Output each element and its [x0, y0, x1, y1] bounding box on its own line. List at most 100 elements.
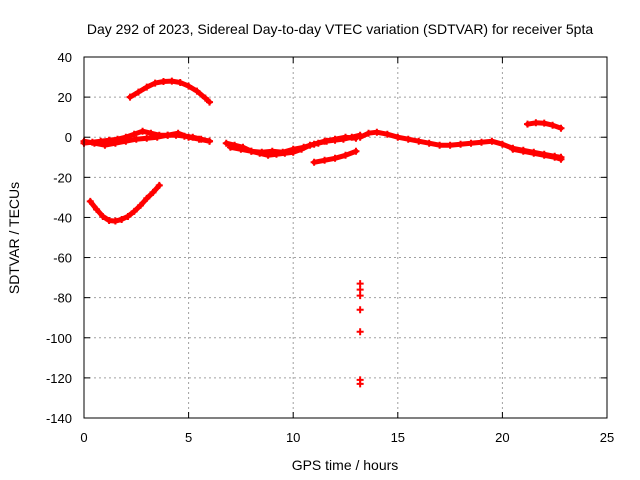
data-point	[519, 147, 527, 155]
y-tick-label: -60	[53, 251, 72, 266]
y-tick-label: -120	[46, 371, 72, 386]
data-point	[310, 158, 318, 166]
data-point	[509, 145, 517, 153]
data-point	[530, 149, 538, 157]
y-tick-label: -100	[46, 331, 72, 346]
chart-title: Day 292 of 2023, Sidereal Day-to-day VTE…	[87, 21, 594, 37]
data-point	[176, 78, 184, 86]
data-point	[279, 148, 287, 156]
data-point	[226, 143, 234, 151]
data-point	[532, 119, 540, 127]
y-tick-label: 40	[58, 50, 72, 65]
data-point	[321, 156, 329, 164]
data-point	[139, 127, 147, 135]
data-point	[356, 286, 364, 294]
y-tick-label: -40	[53, 210, 72, 225]
data-point	[383, 130, 391, 138]
data-point	[404, 135, 412, 143]
data-point	[477, 138, 485, 146]
y-tick-label: 0	[65, 130, 72, 145]
data-point	[93, 205, 101, 213]
data-point	[331, 154, 339, 162]
series-low-branch	[310, 147, 360, 166]
data-point	[258, 148, 266, 156]
data-point	[373, 128, 381, 136]
data-point	[356, 133, 364, 141]
data-point	[540, 119, 548, 127]
data-point	[185, 133, 193, 141]
data-point	[153, 133, 161, 141]
x-tick-label: 0	[80, 430, 87, 445]
data-point	[151, 79, 159, 87]
data-point	[425, 139, 433, 147]
data-point	[342, 133, 349, 141]
data-point	[136, 201, 144, 209]
data-point	[356, 292, 364, 300]
data-point	[415, 137, 423, 145]
data-point	[365, 129, 373, 137]
data-point	[185, 82, 193, 90]
data-point	[342, 151, 349, 159]
data-point	[174, 129, 182, 137]
data-point	[111, 139, 119, 147]
data-point	[132, 135, 140, 143]
y-tick-label: -80	[53, 291, 72, 306]
data-layer	[80, 77, 565, 388]
data-point	[446, 141, 454, 149]
data-point	[549, 121, 557, 129]
series-outliers	[356, 280, 364, 388]
data-point	[118, 215, 126, 223]
data-point	[467, 139, 475, 147]
grid-layer	[84, 57, 607, 418]
data-point	[222, 139, 230, 147]
data-point	[122, 137, 130, 145]
series-lower-arc	[86, 181, 163, 225]
data-point	[143, 194, 151, 202]
data-point	[356, 306, 364, 314]
data-point	[247, 147, 255, 155]
data-point	[149, 188, 157, 196]
x-tick-label: 15	[391, 430, 405, 445]
data-point	[124, 212, 132, 220]
data-point	[321, 137, 329, 145]
data-point	[159, 77, 167, 85]
y-tick-label: -140	[46, 411, 72, 426]
data-point	[289, 145, 297, 153]
tick-layer: 0 5 10 15 20 25 40 20 0 -20 -40 -60 -80 -100 -120 -140	[46, 50, 614, 445]
data-point	[540, 151, 548, 159]
data-point	[551, 153, 559, 161]
data-point	[557, 124, 565, 132]
data-point	[168, 77, 176, 85]
data-point	[101, 141, 109, 149]
data-point	[111, 217, 119, 225]
data-point	[134, 88, 142, 96]
data-point	[126, 93, 134, 101]
x-tick-label: 25	[600, 430, 614, 445]
series-upper-arc	[126, 77, 214, 106]
data-point	[237, 145, 245, 153]
y-axis-label: SDTVAR / TECUs	[6, 182, 22, 294]
data-point	[90, 139, 98, 147]
data-point	[557, 155, 565, 163]
data-point	[356, 280, 364, 288]
data-point	[195, 135, 203, 143]
data-point	[457, 140, 465, 148]
data-point	[268, 147, 276, 155]
data-point	[352, 147, 360, 155]
data-point	[498, 140, 506, 148]
data-point	[193, 87, 201, 95]
data-point	[394, 133, 402, 141]
data-point	[155, 181, 163, 189]
data-point	[206, 98, 214, 106]
data-point	[99, 212, 107, 220]
data-point	[300, 143, 308, 151]
series-late-arc	[524, 119, 565, 132]
data-point	[201, 94, 209, 102]
data-point	[356, 380, 364, 388]
data-point	[130, 207, 138, 215]
data-point	[524, 120, 532, 128]
x-tick-label: 10	[286, 430, 300, 445]
data-point	[164, 131, 172, 139]
data-point	[143, 83, 151, 91]
